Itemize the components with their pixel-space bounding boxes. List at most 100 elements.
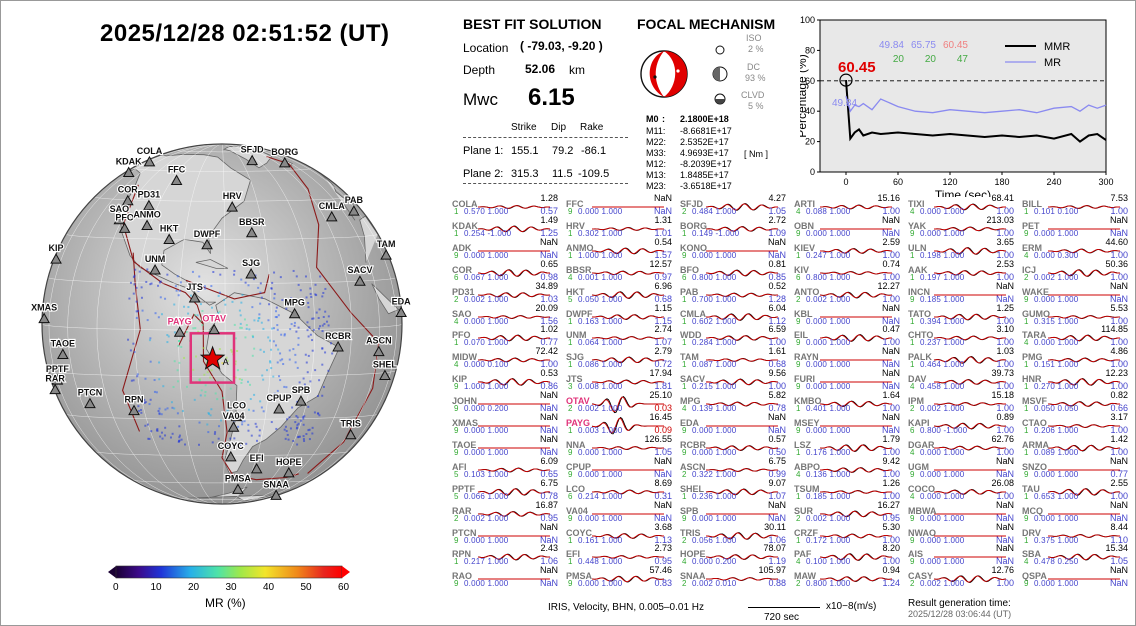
epicenter-label: A — [223, 357, 229, 367]
waveform-ratio: 1.00 — [996, 381, 1014, 392]
mr-grid-cell — [284, 425, 287, 428]
waveform-params: 0.002 1.000 — [920, 579, 965, 589]
waveform-amplitude: 2.43 — [540, 543, 558, 554]
waveform-cell: COLA 1.28 1 0.570 1.000 0.57 — [450, 193, 564, 217]
waveform-amplitude: 34.89 — [535, 280, 558, 291]
mr-grid-cell — [127, 338, 130, 341]
waveform-quality: 4 — [1024, 557, 1029, 567]
waveform-trace — [705, 488, 779, 495]
continent-south-america — [205, 292, 340, 474]
meridian-line — [67, 144, 223, 504]
waveform-quality: 1 — [568, 228, 573, 238]
synthetic-trace — [477, 488, 551, 496]
mr-grid-cell — [164, 297, 167, 300]
mr-grid-cell — [252, 336, 255, 339]
dc-icon-half — [713, 67, 720, 81]
waveform-quality: 1 — [910, 272, 915, 282]
mr-grid-cell — [178, 434, 181, 437]
mr-grid-cell — [258, 434, 261, 437]
station-label-ffc: FFC — [168, 164, 186, 174]
waveform-amplitude: 4.86 — [1110, 346, 1128, 357]
waveform-trace — [591, 576, 665, 583]
mr-grid-cell — [281, 298, 284, 301]
mr-grid-cell — [136, 375, 139, 378]
waveform-trace — [933, 488, 1007, 495]
mr-grid-cell — [309, 333, 312, 336]
station-label-unm: UNM — [145, 254, 166, 264]
waveform-cell: EFI 2.73 1 0.448 1.000 0.95 — [564, 543, 678, 567]
mr-grid-cell — [258, 317, 261, 320]
waveform-ratio: 1.00 — [996, 446, 1014, 457]
mr-grid-cell — [296, 366, 299, 369]
waveform-ratio: NaN — [539, 578, 558, 589]
waveform-ratio: NaN — [995, 293, 1014, 304]
waveform-quality: 2 — [568, 404, 573, 414]
mr-grid-cell — [293, 321, 296, 324]
waveform-quality: 9 — [568, 513, 573, 523]
mr-grid-cell — [231, 300, 234, 303]
mr-grid-cell — [283, 428, 286, 431]
mr-grid-cell — [180, 345, 183, 348]
mr-grid-cell — [271, 281, 274, 284]
location-value: ( -79.03, -9.20 ) — [520, 39, 603, 53]
y-tick-label: 0 — [810, 167, 815, 177]
waveform-trace — [705, 358, 779, 363]
mr-grid-cell — [297, 326, 300, 329]
mr-grid-cell — [140, 408, 143, 411]
waveform-quality: 1 — [796, 491, 801, 501]
mr-grid-cell — [187, 306, 190, 309]
waveform-cell: AAK 2.53 1 0.197 1.000 1.00 — [906, 259, 1020, 283]
mr-grid-cell — [250, 434, 253, 437]
mr-grid-cell — [304, 353, 307, 356]
mr-grid-cell — [259, 291, 262, 294]
mr-grid-cell — [198, 379, 201, 382]
x-tick-label: 60 — [893, 177, 903, 187]
waveform-amplitude: NaN — [653, 193, 672, 203]
waveform-cell: UNM 2.74 1 0.064 1.000 1.07 — [564, 324, 678, 348]
peak-value-label: 60.45 — [838, 59, 876, 76]
station-label-snaa: SNAA — [263, 479, 289, 489]
waveform-cell: PAF 8.20 4 0.100 1.000 1.00 — [792, 543, 906, 567]
waveform-quality: 6 — [682, 272, 687, 282]
mr-grid-cell — [295, 415, 298, 418]
waveform-quality: 9 — [454, 535, 459, 545]
mr-grid-cell — [175, 289, 178, 292]
waveform-quality: 2 — [1024, 272, 1029, 282]
mr-grid-cell — [297, 337, 300, 340]
mr-grid-cell — [173, 331, 176, 334]
waveform-station-name: SACV — [680, 374, 706, 385]
waveform-ratio: 1.00 — [1110, 490, 1128, 501]
waveform-ratio: 1.00 — [882, 403, 900, 414]
globe-outline — [41, 143, 403, 505]
synthetic-trace — [705, 203, 779, 211]
mr-grid-cell — [316, 395, 319, 398]
waveform-ratio: 0.03 — [654, 403, 672, 414]
mr-grid-cell — [159, 296, 162, 299]
synthetic-trace — [706, 401, 778, 407]
mr-grid-cell — [203, 285, 206, 288]
mr-grid-cell — [144, 424, 147, 427]
waveform-trace — [705, 335, 778, 342]
waveform-amplitude: 57.46 — [649, 565, 672, 576]
waveform-ratio: 0.88 — [768, 578, 786, 589]
mr-grid-cell — [307, 301, 310, 304]
waveform-cell: TIXI 68.41 4 0.000 1.000 1.00 — [906, 193, 1020, 217]
waveform-quality: 6 — [568, 491, 573, 501]
waveform-ratio: 1.00 — [996, 249, 1014, 260]
waveform-quality: 9 — [910, 557, 915, 567]
waveform-quality: 1 — [1024, 535, 1029, 545]
tensor-row: M23: -3.6518E+17 — [646, 181, 732, 191]
mr-grid-cell — [204, 391, 207, 394]
waveform-params: 0.570 1.000 — [464, 207, 509, 216]
waveform-station-name: MIDW — [452, 352, 477, 363]
waveform-cell: HOPE 78.07 4 0.000 0.200 1.19 — [678, 543, 792, 567]
mr-grid-cell — [204, 384, 207, 387]
waveform-quality: 9 — [910, 469, 915, 479]
tensor-component-value: -3.6518E+17 — [680, 181, 732, 191]
waveform-params: 0.000 1.000 — [1034, 469, 1079, 479]
waveform-station-name: DGAR — [908, 439, 935, 450]
mr-grid-cell — [240, 278, 243, 281]
waveform-station-name: KIP — [452, 374, 468, 385]
waveform-quality: 1 — [454, 338, 459, 348]
mr-grid-cell — [164, 408, 167, 411]
